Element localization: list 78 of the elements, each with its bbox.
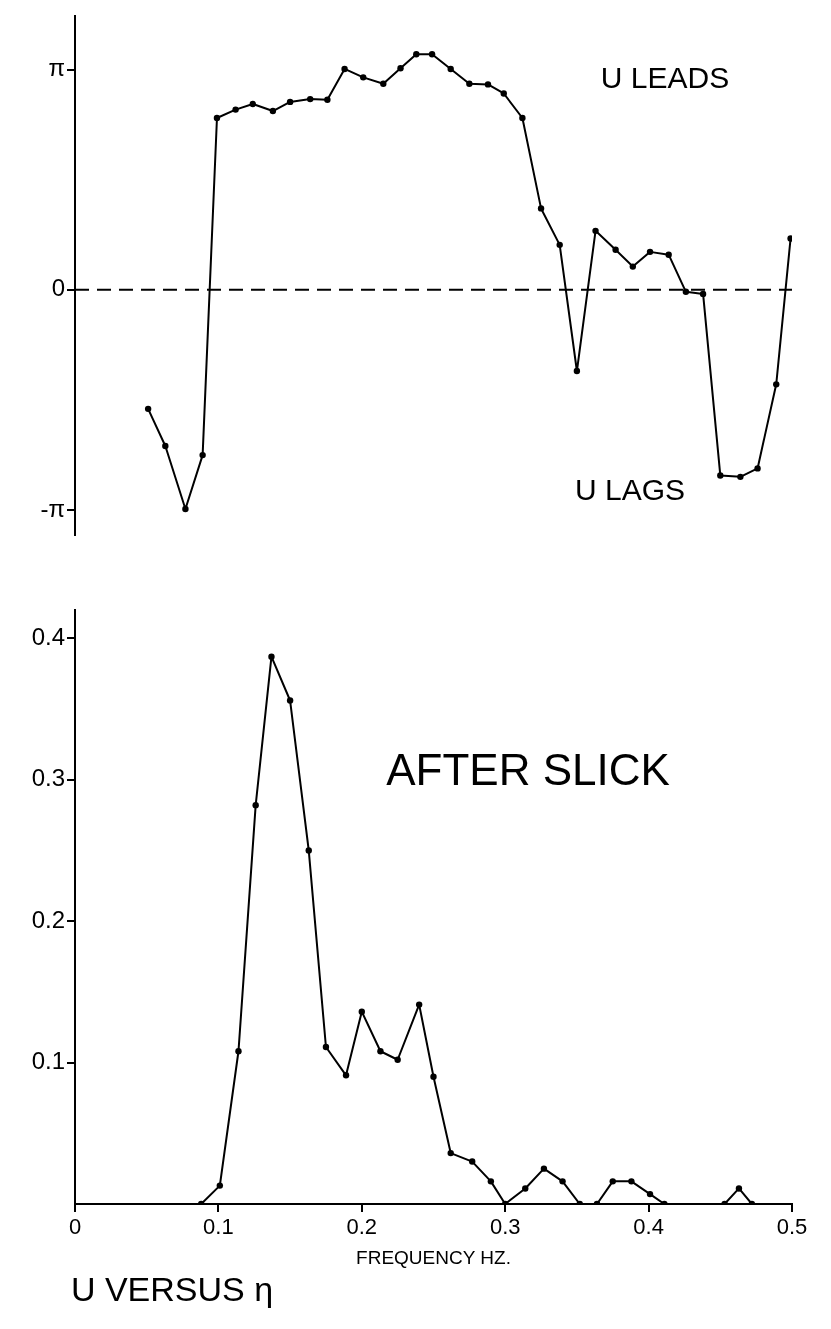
y-tick-label: 0.3 — [31, 764, 65, 792]
y-tick-label: 0 — [51, 274, 65, 302]
point — [646, 248, 654, 256]
point — [519, 114, 526, 122]
point — [559, 1178, 566, 1185]
point — [162, 442, 169, 450]
x-tick-label: 0.3 — [489, 1214, 521, 1240]
x-axis-title: FREQUENCY HZ. — [356, 1246, 511, 1268]
point — [466, 80, 473, 87]
point — [397, 65, 404, 72]
point — [413, 51, 420, 58]
point — [484, 81, 492, 88]
point — [286, 697, 294, 704]
point — [699, 290, 707, 298]
point — [469, 1158, 476, 1165]
point — [682, 288, 690, 296]
point — [341, 65, 348, 73]
point — [342, 1072, 350, 1079]
point — [199, 451, 206, 459]
point — [522, 1185, 529, 1192]
point — [628, 1178, 635, 1185]
point — [487, 1178, 495, 1185]
point — [286, 98, 294, 106]
point — [500, 90, 507, 97]
point — [646, 1190, 654, 1198]
point — [430, 1073, 437, 1080]
point — [394, 1056, 401, 1063]
point — [612, 246, 619, 253]
point — [269, 107, 277, 115]
x-tick-label: 0.4 — [633, 1214, 664, 1240]
point — [609, 1178, 616, 1185]
y-tick-label: 0.1 — [31, 1047, 65, 1075]
point — [232, 106, 239, 113]
point — [360, 74, 367, 81]
y-tick-label: π — [48, 54, 65, 82]
x-tick-label: 0.2 — [346, 1214, 378, 1240]
point — [324, 96, 331, 103]
point — [268, 653, 275, 660]
point — [415, 1001, 423, 1008]
point — [213, 114, 221, 122]
point — [144, 405, 152, 413]
point — [235, 1048, 242, 1055]
annotation: U LAGS — [574, 473, 686, 507]
x-tick-label: 0.1 — [203, 1214, 234, 1240]
point — [216, 1182, 224, 1189]
y-tick-label: 0.4 — [31, 622, 65, 650]
point — [182, 505, 189, 513]
point — [537, 205, 545, 212]
point — [306, 95, 314, 103]
point — [629, 263, 637, 270]
point — [377, 1048, 384, 1055]
annotation: U LEADS — [600, 61, 730, 95]
point — [428, 51, 436, 58]
point — [252, 801, 259, 809]
x-tick-label: 0 — [68, 1214, 82, 1240]
point — [358, 1008, 365, 1015]
text: U VERSUS η — [70, 1270, 274, 1309]
point — [322, 1043, 330, 1051]
x-tick-label: 0.5 — [776, 1214, 808, 1240]
point — [249, 100, 257, 108]
point — [665, 251, 672, 258]
point — [540, 1165, 548, 1172]
point — [556, 241, 563, 249]
point — [737, 473, 744, 481]
point — [592, 227, 599, 235]
point — [735, 1185, 743, 1192]
point — [754, 465, 761, 472]
point — [773, 381, 780, 388]
point — [573, 367, 581, 375]
point — [447, 65, 454, 73]
point — [717, 472, 724, 479]
point — [380, 80, 387, 87]
point — [305, 847, 312, 854]
annotation: AFTER SLICK — [386, 745, 670, 795]
y-tick-label: -π — [40, 494, 65, 522]
y-tick-label: 0.2 — [31, 905, 65, 933]
point — [447, 1149, 454, 1157]
point — [787, 235, 792, 242]
